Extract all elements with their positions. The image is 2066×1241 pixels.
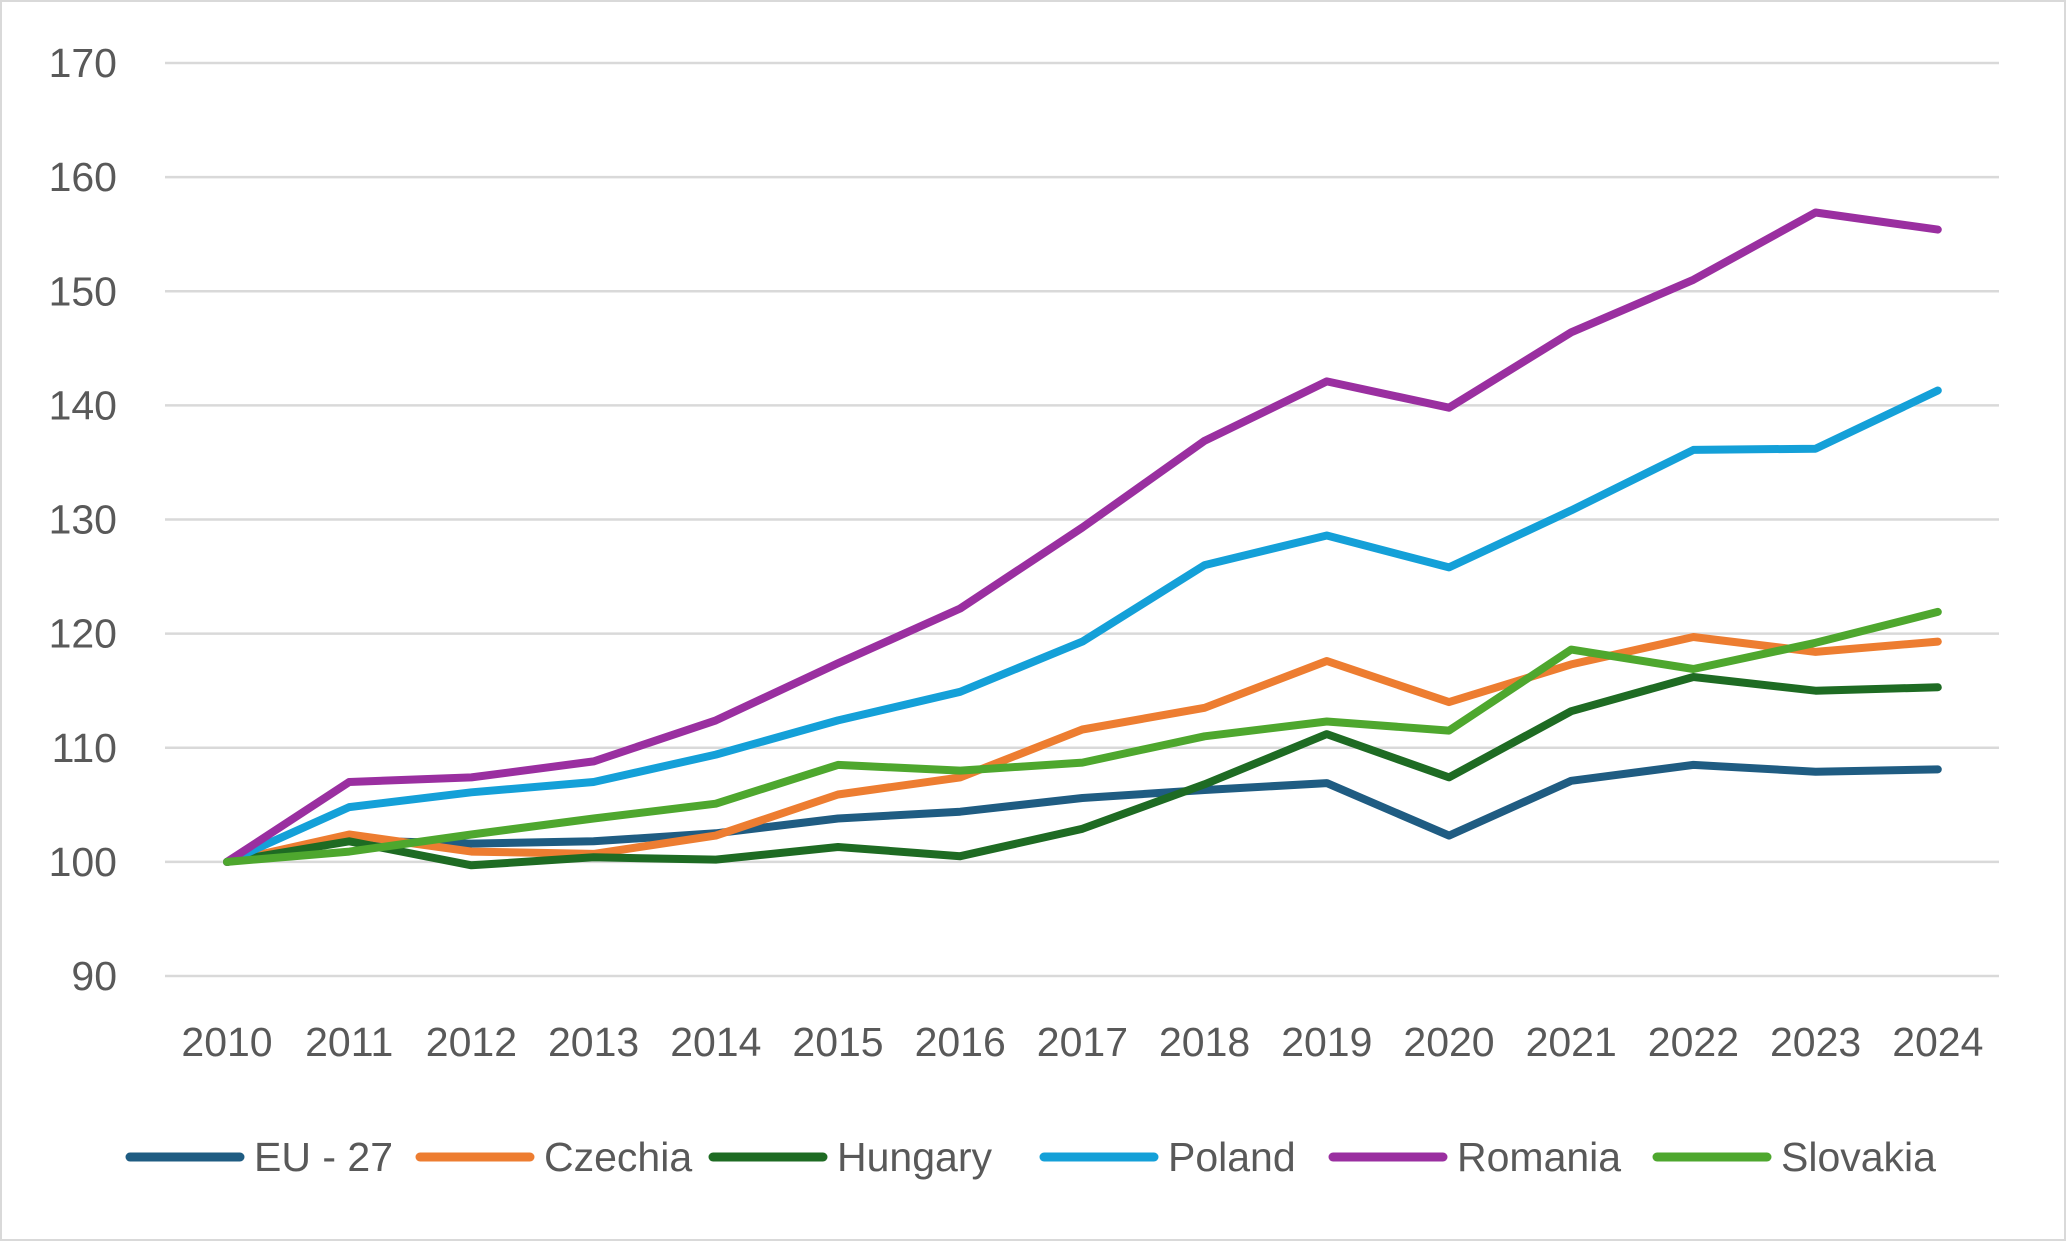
series-line-romania [223, 208, 1942, 866]
x-tick-label: 2010 [181, 1019, 272, 1065]
legend-label: EU - 27 [254, 1134, 393, 1180]
x-tick-label: 2013 [548, 1019, 639, 1065]
x-tick-label: 2021 [1526, 1019, 1617, 1065]
legend-label: Czechia [544, 1134, 692, 1180]
legend-item-poland: Poland [1039, 1134, 1296, 1180]
series-line-hungary [223, 673, 1942, 870]
series-line-czechia [223, 633, 1942, 866]
x-tick-label: 2017 [1037, 1019, 1128, 1065]
legend-item-slovakia: Slovakia [1652, 1134, 1936, 1180]
y-tick-label: 130 [49, 497, 117, 543]
y-tick-label: 120 [49, 611, 117, 657]
y-tick-label: 150 [49, 268, 117, 314]
legend-item-eu-27: EU - 27 [125, 1134, 393, 1180]
y-tick-label: 140 [49, 382, 117, 428]
x-tick-label: 2020 [1403, 1019, 1494, 1065]
x-tick-label: 2012 [426, 1019, 517, 1065]
y-tick-label: 90 [71, 953, 117, 999]
x-tick-label: 2018 [1159, 1019, 1250, 1065]
x-tick-label: 2015 [792, 1019, 883, 1065]
x-tick-label: 2011 [305, 1019, 393, 1065]
y-tick-label: 100 [49, 839, 117, 885]
legend-item-romania: Romania [1328, 1134, 1621, 1180]
x-tick-label: 2014 [670, 1019, 761, 1065]
y-tick-label: 170 [49, 40, 117, 86]
x-tick-label: 2019 [1281, 1019, 1372, 1065]
x-tick-label: 2024 [1892, 1019, 1983, 1065]
series-lines [223, 208, 1942, 870]
legend-label: Hungary [837, 1134, 992, 1180]
y-axis-ticks: 90 100 110 120 130 140 150 160 170 [49, 40, 117, 999]
series-line-poland [223, 386, 1942, 866]
legend-item-hungary: Hungary [708, 1134, 992, 1180]
legend-label: Poland [1168, 1134, 1296, 1180]
x-tick-label: 2022 [1648, 1019, 1739, 1065]
y-tick-label: 110 [52, 725, 117, 771]
legend-label: Slovakia [1781, 1134, 1936, 1180]
legend: EU - 27 Czechia Hungary Poland Romania Slovak… [125, 1134, 1936, 1180]
legend-item-czechia: Czechia [415, 1134, 692, 1180]
series-line-eu-27 [223, 760, 1942, 866]
legend-label: Romania [1457, 1134, 1621, 1180]
x-tick-label: 2016 [915, 1019, 1006, 1065]
x-tick-label: 2023 [1770, 1019, 1861, 1065]
x-axis-ticks: 2010 2011 2012 2013 2014 2015 2016 2017 2018 2019… [181, 1019, 1983, 1065]
series-line-slovakia [223, 607, 1942, 866]
y-tick-label: 160 [49, 154, 117, 200]
